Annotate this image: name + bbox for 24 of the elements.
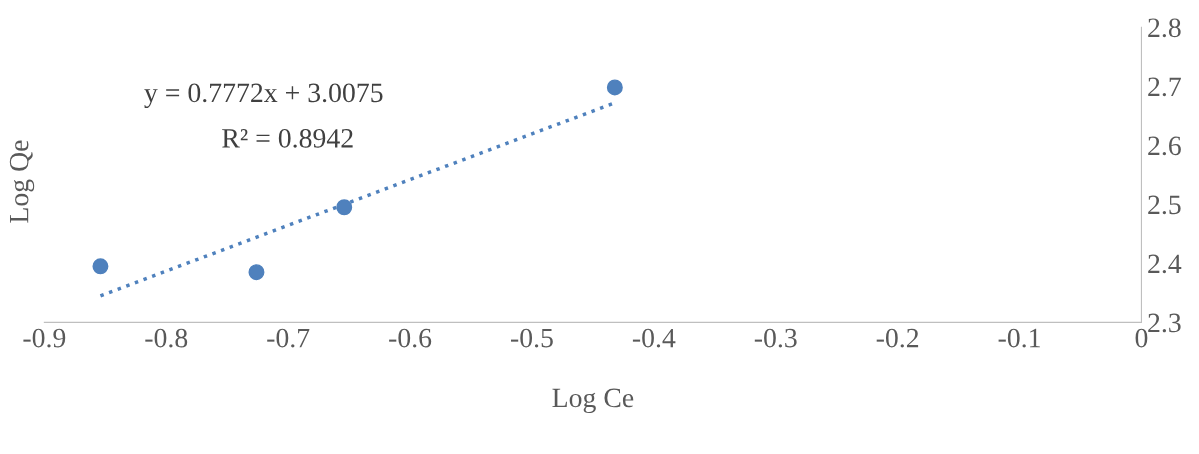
annotation: R² = 0.8942 [222,128,353,148]
y-tick-label: 2.8 [1148,18,1181,38]
point [92,258,109,275]
annotation: y = 0.7772x + 3.0075 [144,83,383,108]
x-tick-label: -0.4 [632,328,676,348]
point [248,264,265,281]
x-tick-label: -0.5 [511,328,553,348]
y-tick-label: 2.3 [1148,313,1181,333]
x-tick-label: -0.6 [389,328,432,348]
point [336,199,353,216]
x-tick-label: -0.3 [754,328,797,348]
x-tick-label: -0.8 [145,328,188,348]
y-axis-title: Log Qe [9,140,35,223]
x-tick-label: -0.1 [998,328,1040,348]
x-tick-label: -0.2 [876,328,919,348]
point [606,79,623,96]
y-tick-label: 2.5 [1148,195,1181,215]
x-axis-title: Log Ce [552,388,634,413]
x-tick-label: -0.9 [23,328,66,348]
y-tick-label: 2.7 [1148,77,1181,97]
x-tick-label: 0 [1135,328,1148,348]
x-tick-label: -0.7 [267,328,310,348]
y-tick-label: 2.6 [1148,136,1181,156]
y-tick-label: 2.4 [1148,254,1182,274]
